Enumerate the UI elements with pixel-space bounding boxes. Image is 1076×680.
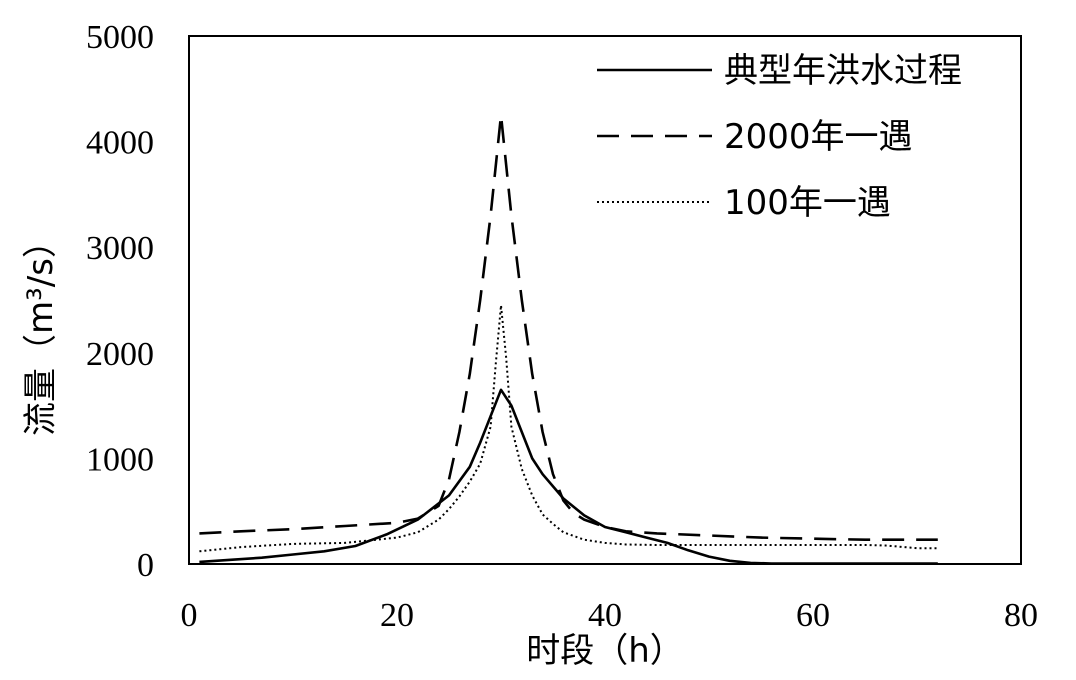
x-tick-label: 20 <box>380 597 414 634</box>
plot-area-frame <box>188 35 1022 565</box>
y-tick-label: 1000 <box>86 441 154 478</box>
y-tick-label: 2000 <box>86 336 154 373</box>
legend-label-2: 2000年一遇 <box>724 117 913 157</box>
y-tick-label: 0 <box>137 547 154 584</box>
tick-labels: 0 20 40 60 80 0 1000 2000 3000 4000 5000 <box>86 19 1038 634</box>
series-line-3 <box>199 304 938 553</box>
y-tick-label: 5000 <box>86 19 154 56</box>
y-axis-title: 流量（m³/s） <box>21 224 61 436</box>
x-tick-label: 80 <box>1004 597 1038 634</box>
series-line-2 <box>199 113 938 542</box>
x-tick-label: 60 <box>796 597 830 634</box>
y-tick-label: 4000 <box>86 125 154 162</box>
x-tick-label: 0 <box>181 597 198 634</box>
x-axis-title: 时段（h） <box>526 631 684 671</box>
legend-label-1: 典型年洪水过程 <box>724 51 962 91</box>
legend-label-3: 100年一遇 <box>724 183 891 223</box>
legend: 典型年洪水过程 2000年一遇 100年一遇 <box>597 51 962 223</box>
y-tick-label: 3000 <box>86 230 154 267</box>
x-tick-label: 40 <box>588 597 622 634</box>
series-line-1 <box>199 388 938 565</box>
series-layer <box>199 113 938 565</box>
